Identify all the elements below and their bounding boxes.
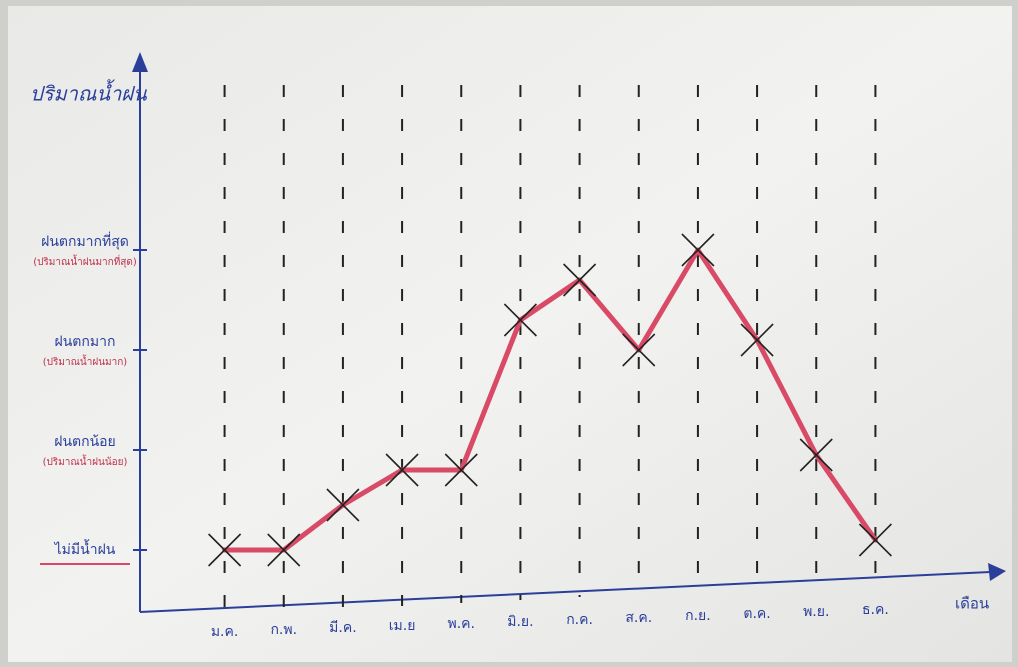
- y-tick-label: ฝนตกมากที่สุด: [41, 232, 129, 250]
- paper: [8, 6, 1012, 662]
- y-tick-label: ฝนตกน้อย: [54, 434, 116, 450]
- y-tick-label: ไม่มีน้ำฝน: [54, 539, 116, 558]
- y-axis-title: ปริมาณน้ำฝน: [30, 79, 148, 106]
- y-tick-note: (ปริมาณน้ำฝนมากที่สุด): [33, 254, 137, 268]
- x-tick-label: ก.ค.: [566, 612, 593, 628]
- y-tick-note: (ปริมาณน้ำฝนมาก): [43, 354, 128, 368]
- x-tick-label: มิ.ย.: [507, 614, 533, 630]
- x-axis-title: เดือน: [955, 595, 989, 613]
- x-tick-label: ต.ค.: [743, 606, 770, 622]
- y-tick-label: ฝนตกมาก: [55, 334, 116, 350]
- x-tick-label: ม.ค.: [211, 624, 239, 640]
- x-tick-label: พ.ย.: [803, 604, 829, 620]
- x-tick-label: พ.ค.: [448, 616, 476, 632]
- x-tick-label: ก.พ.: [270, 622, 297, 638]
- x-tick-label: เม.ย: [389, 618, 416, 634]
- x-tick-label: ธ.ค.: [862, 602, 889, 618]
- x-tick-label: มี.ค.: [329, 620, 357, 636]
- chart: ปริมาณน้ำฝน เดือน ไม่มีน้ำฝน ฝนตกน้อย ฝนตก…: [0, 0, 1018, 667]
- y-tick-note: (ปริมาณน้ำฝนน้อย): [43, 454, 128, 468]
- x-tick-label: ส.ค.: [625, 610, 652, 626]
- x-tick-label: ก.ย.: [685, 608, 711, 624]
